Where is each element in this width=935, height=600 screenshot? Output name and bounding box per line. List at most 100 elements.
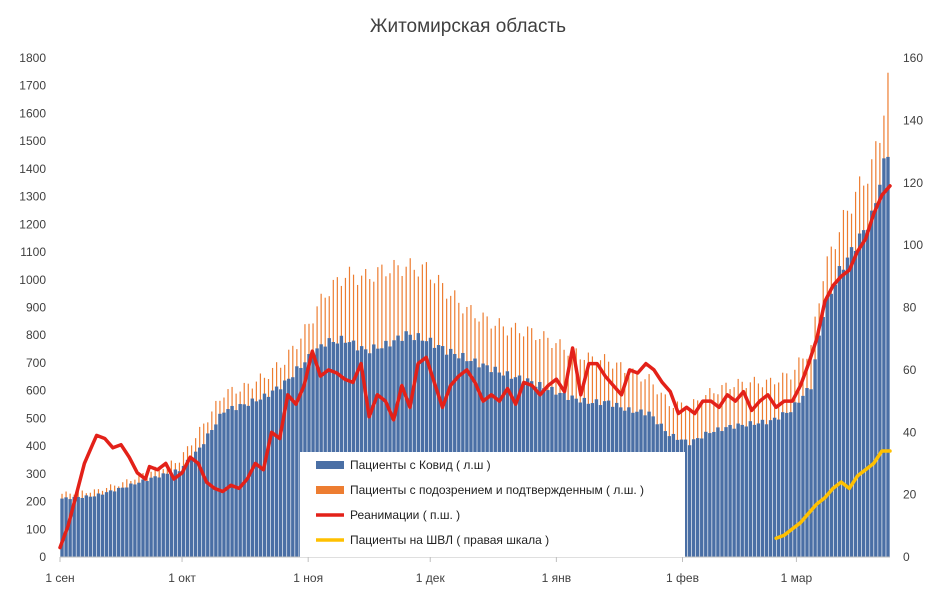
covid-bar — [189, 459, 194, 557]
covid-bar — [853, 250, 858, 558]
right-tick-label: 20 — [903, 488, 917, 502]
covid-bar — [740, 424, 744, 557]
covid-bar — [258, 399, 263, 557]
right-tick-label: 100 — [903, 238, 923, 252]
covid-bar — [278, 389, 283, 557]
covid-bar — [396, 335, 400, 557]
left-tick-label: 1800 — [19, 51, 46, 65]
covid-bar — [372, 344, 376, 557]
left-tick-label: 600 — [26, 384, 46, 398]
covid-bar — [339, 335, 344, 557]
covid-bar — [704, 431, 708, 557]
covid-bar — [866, 229, 870, 557]
covid-bar — [404, 331, 408, 557]
covid-bar — [716, 427, 720, 557]
covid-bar — [149, 477, 153, 557]
covid-bar — [218, 413, 222, 557]
covid-bar — [197, 447, 202, 557]
covid-bar — [886, 156, 890, 558]
covid-bar — [400, 340, 404, 557]
covid-bar — [129, 483, 133, 557]
covid-bar — [424, 341, 429, 557]
left-tick-label: 500 — [26, 411, 46, 425]
covid-bar — [712, 431, 716, 557]
covid-bar — [112, 491, 117, 557]
right-tick-label: 40 — [903, 425, 917, 439]
left-tick-label: 400 — [26, 439, 46, 453]
left-axis: 0 100 200 300 400 500 600 700 800 900 1000 1100 1200… — [19, 51, 46, 564]
covid-bar — [347, 342, 352, 557]
covid-bar — [169, 473, 174, 557]
x-tick-label: 1 ноя — [293, 571, 323, 585]
ventilator-line — [774, 449, 892, 541]
covid-bar — [153, 476, 157, 557]
covid-bar — [117, 487, 121, 557]
left-tick-label: 1300 — [19, 190, 46, 204]
covid-bar — [728, 425, 732, 557]
covid-bar — [845, 257, 850, 557]
covid-bar — [683, 439, 688, 557]
covid-bar — [691, 439, 696, 557]
covid-bar — [408, 334, 412, 557]
x-tick-label: 1 фев — [666, 571, 699, 585]
covid-bar — [80, 497, 84, 557]
covid-bar — [173, 469, 178, 557]
covid-bar — [388, 346, 392, 557]
covid-bar — [104, 492, 109, 557]
covid-bar — [789, 412, 793, 557]
covid-bar — [238, 404, 242, 557]
covid-bar — [108, 490, 113, 557]
covid-bar — [343, 342, 348, 557]
left-tick-label: 900 — [26, 301, 46, 315]
right-tick-label: 0 — [903, 550, 910, 564]
covid-bar — [412, 340, 416, 557]
legend-swatch — [316, 461, 344, 469]
covid-bar — [359, 346, 364, 557]
covid-bar — [246, 405, 250, 557]
left-tick-label: 100 — [26, 522, 46, 536]
covid-bar — [809, 389, 813, 557]
covid-bar — [226, 409, 230, 557]
covid-bar — [861, 230, 866, 558]
covid-bar — [756, 423, 761, 557]
covid-bar — [96, 493, 101, 557]
covid-bar — [724, 427, 728, 557]
covid-bar — [161, 473, 165, 557]
covid-bar — [878, 184, 882, 557]
covid-bar — [428, 337, 433, 557]
left-tick-label: 1100 — [20, 245, 46, 259]
covid-bar — [817, 335, 821, 557]
covid-bar — [793, 402, 797, 557]
covid-bar — [157, 477, 161, 557]
covid-bar — [92, 496, 97, 557]
covid-bar — [837, 266, 842, 557]
covid-bar — [274, 386, 279, 557]
covid-bar — [700, 438, 704, 557]
covid-bar — [416, 333, 421, 557]
covid-bar — [351, 340, 356, 557]
covid-bar — [287, 378, 291, 557]
covid-bar — [234, 410, 238, 557]
left-tick-label: 1500 — [19, 134, 46, 148]
right-tick-label: 60 — [903, 363, 917, 377]
covid-bar — [805, 388, 809, 557]
covid-bar — [250, 398, 255, 557]
covid-bar — [335, 343, 340, 557]
covid-bar — [760, 419, 765, 557]
covid-bar — [841, 269, 846, 557]
covid-bar — [84, 495, 89, 557]
legend-label: Пациенты с Ковид ( л.ш ) — [350, 458, 491, 472]
left-tick-label: 1600 — [19, 106, 46, 120]
covid-bar — [687, 445, 692, 557]
covid-bar — [764, 424, 769, 557]
covid-bar — [266, 396, 271, 557]
covid-bar — [857, 233, 862, 557]
left-tick-label: 300 — [26, 467, 46, 481]
covid-bar — [801, 395, 805, 557]
covid-bar — [230, 405, 234, 557]
right-tick-label: 120 — [903, 176, 923, 190]
covid-bar — [748, 421, 753, 557]
covid-bar — [88, 496, 93, 557]
covid-bar — [72, 496, 76, 557]
covid-bar — [202, 444, 206, 557]
